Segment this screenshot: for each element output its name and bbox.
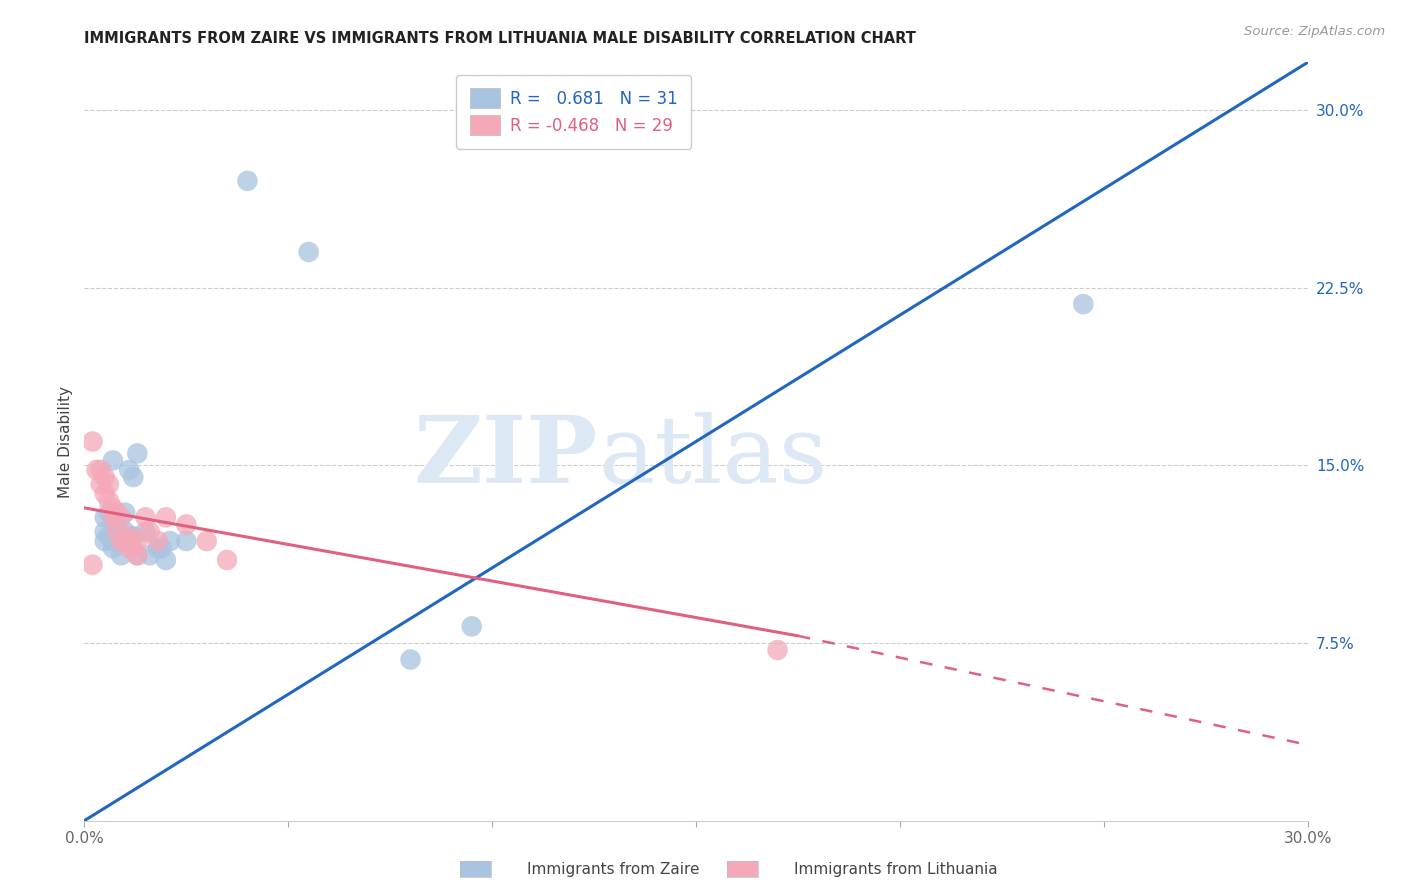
Point (97, 529, 120, 543)
Point (217, 553, 239, 567)
Legend: R =   0.681   N = 31, R = -0.468   N = 29: R = 0.681 N = 31, R = -0.468 N = 29 (457, 75, 690, 149)
Point (122, 541, 145, 556)
Point (114, 534, 136, 549)
Point (127, 446, 149, 460)
Point (127, 548, 149, 563)
Point (101, 453, 124, 467)
Point (105, 524, 128, 539)
Point (118, 463, 141, 477)
Point (127, 548, 149, 563)
Point (97, 506, 120, 520)
Point (114, 506, 136, 520)
Text: Source: ZipAtlas.com: Source: ZipAtlas.com (1244, 25, 1385, 38)
Point (236, 174, 259, 188)
Point (93, 524, 115, 539)
Point (110, 534, 132, 549)
Text: Immigrants from Zaire: Immigrants from Zaire (527, 863, 700, 877)
Point (135, 524, 157, 539)
Point (138, 524, 160, 539)
Point (174, 517, 197, 532)
Point (122, 529, 145, 543)
Point (105, 506, 128, 520)
Point (101, 510, 124, 524)
Point (105, 522, 128, 536)
Point (105, 517, 128, 532)
Point (138, 548, 160, 563)
Point (150, 541, 173, 556)
Point (174, 534, 197, 549)
Point (101, 534, 124, 549)
Point (97, 493, 120, 508)
Point (195, 534, 218, 549)
Point (93, 534, 115, 549)
Point (101, 541, 124, 556)
Point (122, 470, 145, 484)
Point (146, 534, 169, 549)
Text: atlas: atlas (598, 412, 827, 501)
Point (110, 510, 132, 524)
Point (127, 534, 149, 549)
Point (82, 434, 104, 449)
Point (766, 643, 789, 657)
Point (110, 534, 132, 549)
Text: ZIP: ZIP (413, 412, 598, 501)
Point (82, 558, 104, 572)
Point (90, 463, 112, 477)
Point (118, 529, 141, 543)
Text: IMMIGRANTS FROM ZAIRE VS IMMIGRANTS FROM LITHUANIA MALE DISABILITY CORRELATION C: IMMIGRANTS FROM ZAIRE VS IMMIGRANTS FROM… (84, 31, 917, 46)
Point (101, 500, 124, 515)
Point (1073, 297, 1095, 311)
Point (93, 470, 115, 484)
Point (135, 510, 157, 524)
Point (155, 510, 177, 524)
Y-axis label: Male Disability: Male Disability (58, 385, 73, 498)
Point (146, 541, 169, 556)
Point (461, 619, 484, 633)
Point (114, 524, 136, 539)
Point (86, 463, 108, 477)
Point (90, 477, 112, 491)
Point (93, 486, 115, 500)
Point (399, 652, 422, 666)
Point (298, 244, 321, 259)
Point (97, 477, 120, 491)
Point (155, 553, 177, 567)
Point (110, 548, 132, 563)
Point (93, 510, 115, 524)
Point (118, 541, 141, 556)
Point (159, 534, 181, 549)
Text: Immigrants from Lithuania: Immigrants from Lithuania (794, 863, 998, 877)
